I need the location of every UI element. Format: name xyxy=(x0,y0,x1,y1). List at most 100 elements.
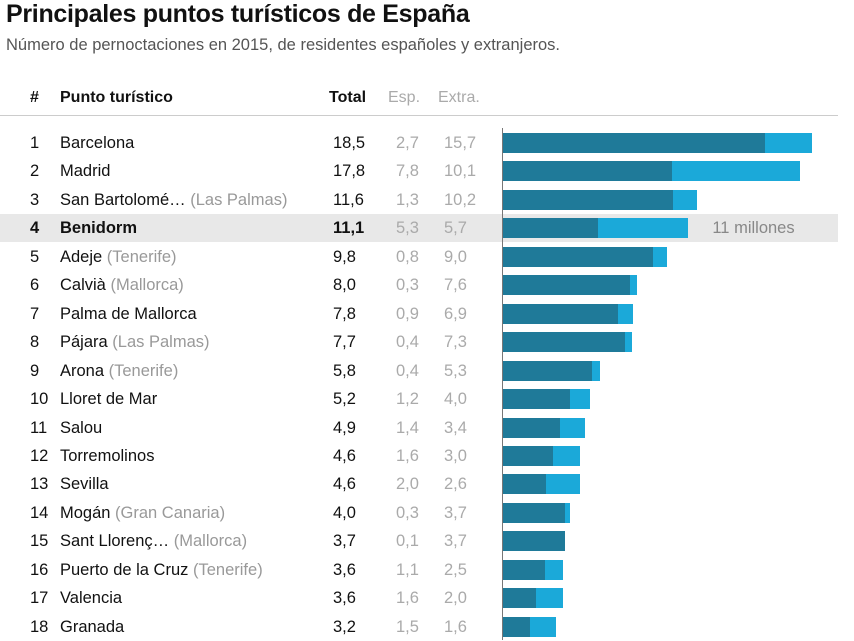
bar-extranjeros xyxy=(503,445,554,466)
bar-extranjeros xyxy=(503,616,530,637)
extra-value: 7,6 xyxy=(444,276,467,295)
total-value: 8,0 xyxy=(333,276,356,295)
place-label: Sant Llorenç… xyxy=(60,532,170,551)
region-label: (Gran Canaria) xyxy=(115,503,226,522)
rank: 7 xyxy=(30,304,40,323)
region-label: (Las Palmas) xyxy=(112,333,210,352)
bar-extranjeros xyxy=(503,332,625,353)
table-row: 8 Pájara (Las Palmas) 7,7 0,4 7,3 xyxy=(0,328,838,356)
place-name: Salou xyxy=(60,419,102,438)
bar-espanoles xyxy=(546,474,580,495)
place-label: Granada xyxy=(60,617,125,636)
place-name: San Bartolomé… (Las Palmas) xyxy=(60,191,287,210)
rank: 5 xyxy=(30,247,40,266)
place-label: Mogán xyxy=(60,503,111,522)
table-row: 18 Granada 3,2 1,5 1,6 xyxy=(0,613,838,641)
bar-extranjeros xyxy=(503,502,565,523)
total-value: 18,5 xyxy=(333,134,366,152)
bar-extranjeros xyxy=(503,246,654,267)
bar-axis xyxy=(502,128,503,640)
region-label: (Las Palmas) xyxy=(190,190,288,209)
bar-espanoles xyxy=(765,133,812,153)
place-label: Adeje xyxy=(60,247,103,266)
bar-extranjeros xyxy=(503,531,565,552)
table-row: 7 Palma de Mallorca 7,8 0,9 6,9 xyxy=(0,300,838,328)
place-name: Adeje (Tenerife) xyxy=(60,248,177,267)
place-label: Palma de Mallorca xyxy=(60,304,197,323)
rank: 16 xyxy=(30,560,49,579)
total-value: 7,7 xyxy=(333,333,356,352)
extra-value: 4,0 xyxy=(444,390,467,409)
bar-extranjeros xyxy=(503,360,592,381)
extra-value: 7,3 xyxy=(444,333,467,352)
chart-subtitle: Número de pernoctaciones en 2015, de res… xyxy=(6,36,561,54)
extra-value: 3,0 xyxy=(444,446,467,465)
header-extra: Extra. xyxy=(438,89,480,106)
bar-espanoles xyxy=(544,559,564,580)
bar-annotation: 11 millones xyxy=(712,219,795,238)
place-label: Madrid xyxy=(60,162,111,181)
header-total: Total xyxy=(329,89,367,106)
extra-value: 6,9 xyxy=(444,304,467,323)
place-label: Sevilla xyxy=(60,475,109,494)
rank: 4 xyxy=(30,219,40,238)
total-value: 7,8 xyxy=(333,304,356,323)
extra-value: 9,0 xyxy=(444,247,467,266)
extra-value: 3,4 xyxy=(444,418,467,437)
table-row: 3 San Bartolomé… (Las Palmas) 11,6 1,3 10,2 xyxy=(0,186,838,214)
bar-espanoles xyxy=(564,502,570,523)
rank: 6 xyxy=(30,276,40,295)
total-value: 11,1 xyxy=(333,219,365,238)
total-value: 3,7 xyxy=(333,532,356,551)
esp-value: 2,7 xyxy=(396,134,419,152)
bar-extranjeros xyxy=(503,303,619,324)
total-value: 4,0 xyxy=(333,503,356,522)
place-label: Calvià xyxy=(60,276,106,295)
bar-espanoles xyxy=(624,332,632,353)
place-name: Benidorm xyxy=(60,219,137,238)
bar-espanoles xyxy=(529,616,557,637)
bar-extranjeros xyxy=(503,161,672,182)
esp-value: 1,5 xyxy=(396,617,419,636)
header-divider xyxy=(0,115,838,116)
place-name: Puerto de la Cruz (Tenerife) xyxy=(60,561,263,580)
place-name: Mogán (Gran Canaria) xyxy=(60,504,225,523)
rank: 14 xyxy=(30,503,49,522)
rank: 10 xyxy=(30,390,49,409)
place-label: Puerto de la Cruz xyxy=(60,560,189,579)
place-name: Sevilla xyxy=(60,475,109,494)
extra-value: 3,7 xyxy=(444,532,467,551)
region-label: (Tenerife) xyxy=(193,560,263,579)
bar-extranjeros xyxy=(503,474,547,495)
rank: 13 xyxy=(30,475,49,494)
total-value: 11,6 xyxy=(333,190,364,209)
bar-extranjeros xyxy=(503,417,560,438)
rank: 18 xyxy=(30,617,49,636)
rank: 15 xyxy=(30,532,49,551)
total-value: 5,8 xyxy=(333,361,356,380)
bar-espanoles xyxy=(536,588,564,609)
place-name: Palma de Mallorca xyxy=(60,305,197,324)
extra-value: 2,5 xyxy=(444,560,467,579)
bar-espanoles xyxy=(559,417,585,438)
rank: 3 xyxy=(30,190,40,209)
bar-espanoles xyxy=(673,189,697,210)
total-value: 4,6 xyxy=(333,446,356,465)
total-value: 4,6 xyxy=(333,475,356,494)
bar-extranjeros xyxy=(503,588,537,609)
place-name: Arona (Tenerife) xyxy=(60,362,178,381)
extra-value: 10,2 xyxy=(444,190,477,209)
bar-espanoles xyxy=(629,275,637,296)
place-name: Barcelona xyxy=(60,134,134,153)
esp-value: 0,3 xyxy=(396,503,419,522)
place-name: Madrid xyxy=(60,162,110,181)
rank: 2 xyxy=(30,162,40,181)
table-row: 1 Barcelona 18,5 2,7 15,7 xyxy=(0,129,838,157)
table-row: 13 Sevilla 4,6 2,0 2,6 xyxy=(0,470,838,498)
header-name: Punto turístico xyxy=(60,89,173,106)
region-label: (Tenerife) xyxy=(108,361,179,380)
rank: 9 xyxy=(30,361,40,380)
esp-value: 1,4 xyxy=(396,418,419,437)
total-value: 3,2 xyxy=(333,617,356,636)
esp-value: 0,4 xyxy=(396,333,419,352)
